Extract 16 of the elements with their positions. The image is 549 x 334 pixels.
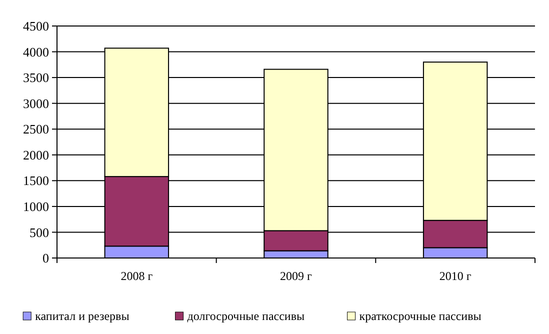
legend-label: долгосрочные пассивы [187,309,305,323]
x-tick-label: 2010 г [439,269,472,283]
y-tick-label: 3500 [23,70,49,86]
y-tick-label: 2000 [23,147,49,162]
legend-label: краткосрочные пассивы [359,309,482,323]
y-tick-label: 2500 [23,122,49,137]
y-tick-label: 0 [42,250,49,266]
y-tick-label: 1000 [23,198,49,214]
y-tick-label: 500 [30,224,49,240]
x-tick-label: 2009 г [280,269,312,283]
legend-label: капитал и резервы [35,309,130,323]
y-tick-label: 4500 [23,18,49,34]
y-tick-label: 3000 [23,96,49,111]
x-tick-label: 2008 г [120,269,153,283]
y-tick-label: 1500 [23,173,49,188]
y-tick-label: 4000 [23,44,49,60]
